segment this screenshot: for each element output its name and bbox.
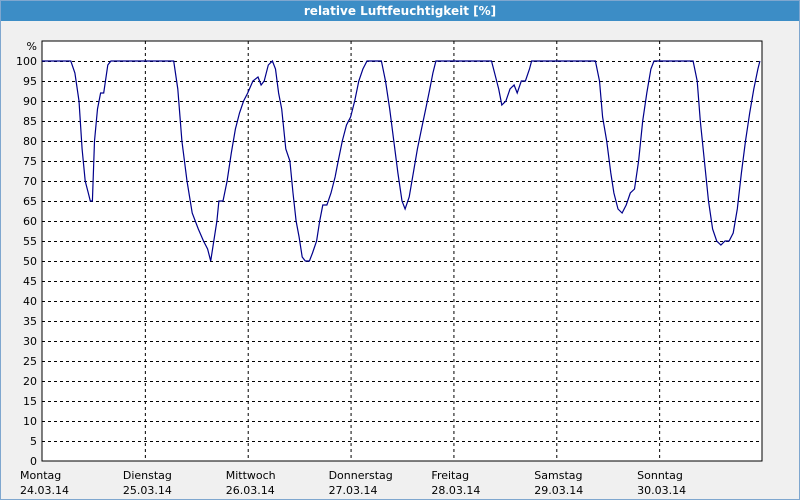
x-date-label: 30.03.14	[637, 484, 686, 497]
x-date-label: 28.03.14	[431, 484, 480, 497]
x-axis-labels: Montag 24.03.14 Dienstag 25.03.14 Mittwoch 26…	[20, 469, 686, 497]
x-day-label: Freitag	[431, 469, 469, 482]
y-tick-label: 90	[23, 95, 37, 108]
y-tick-label: 30	[23, 335, 37, 348]
y-tick-label: 55	[23, 235, 37, 248]
window-title: relative Luftfeuchtigkeit [%]	[1, 1, 799, 21]
y-tick-label: 20	[23, 375, 37, 388]
y-tick-label: 45	[23, 275, 37, 288]
x-day-label: Dienstag	[123, 469, 172, 482]
y-tick-label: 40	[23, 295, 37, 308]
x-date-label: 27.03.14	[329, 484, 378, 497]
y-tick-label: 75	[23, 155, 37, 168]
x-day-label: Montag	[20, 469, 61, 482]
x-date-label: 24.03.14	[20, 484, 69, 497]
humidity-series-line	[42, 59, 761, 262]
x-date-label: 29.03.14	[534, 484, 583, 497]
y-axis-ticks: 0 5 10 15 20 25 30 35 40 45 50 55 60 65 70 75 80 85 90 95 10…	[16, 55, 37, 468]
y-tick-label: 35	[23, 315, 37, 328]
y-tick-label: 50	[23, 255, 37, 268]
grid-lines	[42, 41, 762, 461]
y-tick-label: 0	[30, 455, 37, 468]
y-tick-label: 25	[23, 355, 37, 368]
y-tick-label: 5	[30, 435, 37, 448]
x-date-label: 25.03.14	[123, 484, 172, 497]
y-tick-label: 70	[23, 175, 37, 188]
y-tick-label: 10	[23, 415, 37, 428]
x-day-label: Donnerstag	[329, 469, 393, 482]
x-day-label: Mittwoch	[226, 469, 276, 482]
y-axis-label: %	[27, 40, 37, 53]
y-tick-label: 80	[23, 135, 37, 148]
y-tick-label: 60	[23, 215, 37, 228]
x-day-label: Sonntag	[637, 469, 683, 482]
y-tick-label: 65	[23, 195, 37, 208]
y-tick-label: 15	[23, 395, 37, 408]
series-layer	[42, 59, 761, 262]
x-date-label: 26.03.14	[226, 484, 275, 497]
y-tick-label: 95	[23, 75, 37, 88]
x-day-label: Samstag	[534, 469, 582, 482]
y-tick-label: 85	[23, 115, 37, 128]
plot-area	[41, 40, 763, 462]
y-tick-label: 100	[16, 55, 37, 68]
